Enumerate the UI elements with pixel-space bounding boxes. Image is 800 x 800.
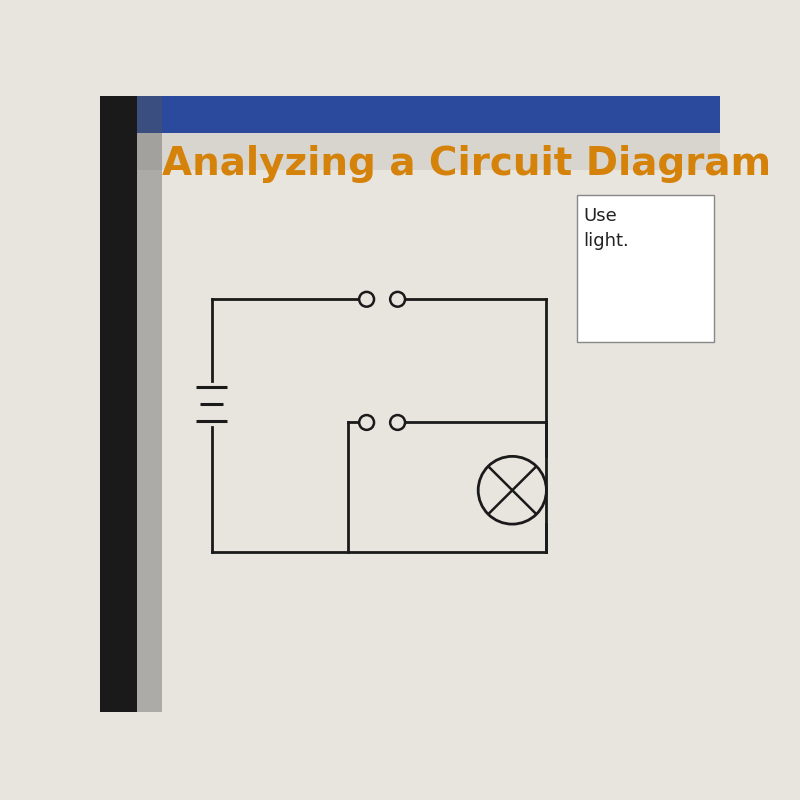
Circle shape (359, 415, 374, 430)
Circle shape (359, 292, 374, 306)
Bar (578, 194, 714, 342)
Bar (138, 170, 720, 712)
Circle shape (390, 415, 405, 430)
Bar (100, 96, 138, 712)
Circle shape (478, 456, 546, 524)
Bar (125, 96, 162, 712)
Text: Analyzing a Circuit Diagram: Analyzing a Circuit Diagram (162, 146, 771, 183)
Bar (138, 133, 720, 170)
Bar (100, 96, 720, 133)
Circle shape (390, 292, 405, 306)
Text: Use
light.: Use light. (584, 207, 630, 250)
